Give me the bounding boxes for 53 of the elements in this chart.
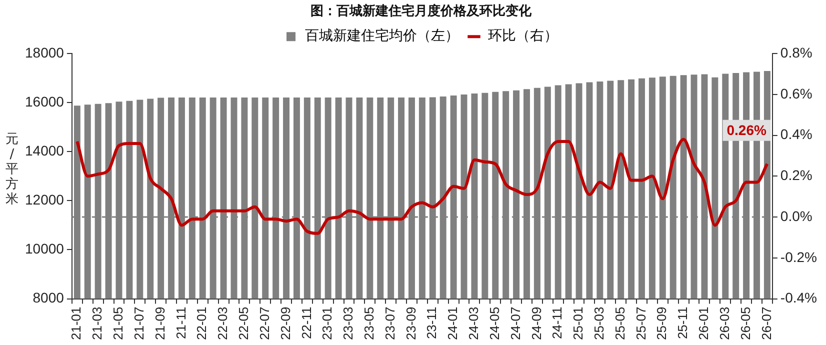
x-tick-label: 24-01: [445, 306, 460, 340]
x-tick-label: 23-05: [361, 306, 376, 340]
x-tick-label: 25-07: [633, 306, 648, 340]
x-tick-label: 23-11: [424, 306, 440, 340]
x-tick-label: 21-03: [90, 306, 105, 340]
y2-tick-label: 0.2%: [780, 167, 812, 184]
y2-tick-label: -0.2%: [780, 248, 818, 265]
x-tick-label: 25-09: [654, 306, 670, 340]
x-tick-label: 26-01: [696, 306, 712, 340]
x-tick-label: 24-11: [550, 306, 565, 340]
x-tick-label: 24-07: [508, 306, 523, 340]
x-tick-label: 23-03: [340, 306, 356, 340]
chart-title: 图：百城新建住宅月度价格及环比变化: [310, 3, 532, 20]
y-tick-label: 16000: [24, 93, 64, 110]
y2-tick-label: 0.8%: [780, 44, 812, 60]
x-tick-label: 25-11: [675, 306, 690, 340]
x-tick-label: 22-03: [215, 306, 230, 340]
x-tick-label: 26-07: [758, 306, 774, 340]
x-tick-label: 22-01: [194, 306, 210, 340]
x-tick-label: 21-09: [152, 306, 168, 340]
x-tick-label: 22-09: [278, 306, 293, 340]
x-tick-label: 21-05: [110, 306, 126, 340]
x-tick-label: 23-01: [320, 306, 335, 340]
y-tick-label: 14000: [24, 142, 64, 159]
x-tick-label: 22-05: [236, 306, 252, 340]
y-tick-label: 10000: [24, 240, 64, 257]
x-tick-label: 25-03: [591, 306, 606, 340]
x-tick-label: 22-07: [256, 306, 272, 340]
y-tick-label: 12000: [24, 192, 64, 208]
x-tick-label: 21-11: [173, 306, 188, 340]
x-tick-label: 24-03: [466, 306, 482, 340]
legend-label: 百城新建住宅均价（左）: [305, 28, 459, 44]
y2-tick-label: 0.4%: [780, 126, 812, 142]
x-tick-label: 23-09: [403, 306, 418, 340]
y-tick-label: 8000: [32, 290, 64, 306]
legend-label: 环比（右）: [488, 28, 558, 44]
y-axis-title: 元/平方米: [4, 132, 20, 207]
x-tick-label: 22-11: [298, 306, 314, 340]
x-tick-label: 24-05: [486, 306, 502, 340]
y2-tick-label: -0.4%: [780, 290, 818, 306]
x-tick-label: 21-01: [68, 306, 84, 340]
x-tick-label: 26-03: [716, 306, 732, 340]
data-label: 0.26%: [726, 122, 767, 138]
x-tick-label: 25-01: [570, 306, 586, 340]
x-tick-label: 21-07: [131, 306, 146, 340]
line-series: [76, 138, 769, 235]
x-tick-label: 24-09: [528, 306, 544, 340]
x-tick-label: 26-05: [738, 306, 753, 340]
x-tick-label: 25-05: [612, 306, 628, 340]
y-tick-label: 18000: [24, 44, 64, 60]
y2-tick-label: 0.6%: [780, 85, 812, 102]
x-tick-label: 23-07: [382, 306, 398, 340]
y2-tick-label: 0.0%: [780, 208, 812, 224]
